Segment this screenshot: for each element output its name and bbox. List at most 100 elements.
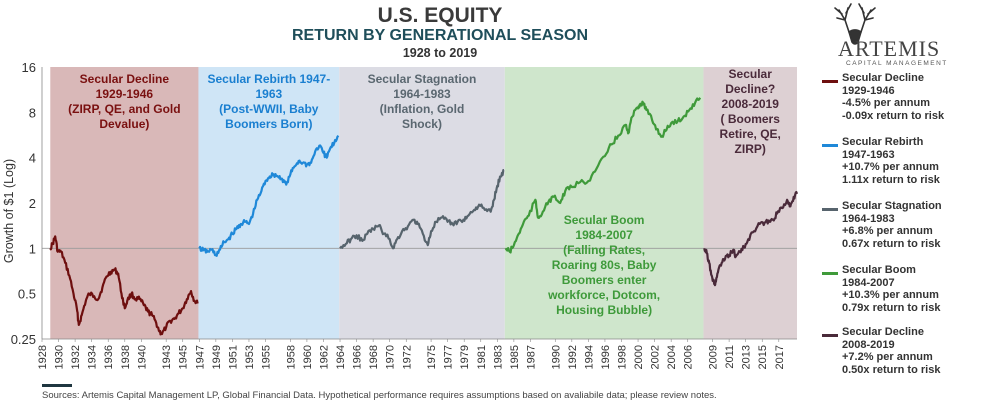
region-label-line: Secular Decline xyxy=(80,72,170,86)
region-label-line: 1964-1983 xyxy=(393,87,451,101)
legend-text-line: 0.50x return to risk xyxy=(842,363,941,376)
legend-text-line: 1984-2007 xyxy=(842,276,895,289)
legend-text: Secular Decline 2008-2019 +7.2% per annum 0… xyxy=(842,326,998,376)
legend-text-line: Secular Boom xyxy=(842,264,916,276)
region-label-line: 1929-1946 xyxy=(96,87,154,101)
region-label-line: (Falling Rates, xyxy=(563,243,645,257)
legend-text: Secular Boom 1984-2007 +10.3% per annum 0.7… xyxy=(842,264,998,314)
x-tick-label: 1975 xyxy=(426,345,438,369)
source-note: Sources: Artemis Capital Management LP, … xyxy=(42,390,717,401)
y-tick-label: 4 xyxy=(29,151,36,166)
x-tick-label: 1998 xyxy=(616,345,628,369)
region-label-line: (Inflation, Gold xyxy=(380,102,465,116)
logo-tagline: CAPITAL MANAGEMENT xyxy=(846,60,948,67)
chart-period: 1928 to 2019 xyxy=(402,46,478,60)
x-tick-label: 1936 xyxy=(103,345,115,369)
legend-text: Secular Stagnation 1964-1983 +6.8% per ann… xyxy=(842,200,998,250)
x-tick-label: 1977 xyxy=(443,345,455,369)
x-tick-label: 2013 xyxy=(741,345,753,369)
artemis-deer-logo-icon xyxy=(834,3,876,45)
x-tick-label: 1964 xyxy=(335,345,347,369)
legend-swatch xyxy=(822,334,838,337)
x-tick-label: 1953 xyxy=(244,345,256,369)
x-tick-label: 1938 xyxy=(120,345,132,369)
y-tick-label: 2 xyxy=(29,196,36,211)
x-tick-label: 2006 xyxy=(683,345,695,369)
chart-title: U.S. EQUITY xyxy=(377,4,503,27)
region-label-line: ( Boomers xyxy=(721,112,781,126)
region-band-4 xyxy=(504,67,704,339)
x-tick-label: 1930 xyxy=(54,345,66,369)
legend-entry-2: Secular Rebirth 1947-1963 +10.7% per annum… xyxy=(822,136,998,186)
x-tick-label: 2009 xyxy=(708,345,720,369)
region-label-line: Boomers Born) xyxy=(225,117,312,131)
legend-text-line: Secular Stagnation xyxy=(842,200,942,212)
equity-chart: 0.25 0.5 1 2 4 8 16 Growth of $1 (Log) 1928 1930 1… xyxy=(2,60,799,369)
region-label-line: workforce, Dotcom, xyxy=(547,288,660,302)
x-tick-label: 1992 xyxy=(567,345,579,369)
x-tick-label: 1972 xyxy=(401,345,413,369)
x-tick-label: 2000 xyxy=(633,345,645,369)
y-tick-label: 0.25 xyxy=(11,332,36,347)
logo-name: ARTEMIS xyxy=(838,36,941,61)
legend-text-line: Secular Rebirth xyxy=(842,136,924,148)
region-label-line: Roaring 80s, Baby xyxy=(552,258,657,272)
legend-entry-3: Secular Stagnation 1964-1983 +6.8% per ann… xyxy=(822,200,998,250)
x-tick-label: 1979 xyxy=(459,345,471,369)
x-tick-label: 1951 xyxy=(227,345,239,369)
x-tick-label: 1990 xyxy=(550,345,562,369)
region-label-line: Secular Rebirth 1947- xyxy=(207,72,330,86)
legend-text-line: 1929-1946 xyxy=(842,84,895,97)
region-label-line: 1984-2007 xyxy=(575,228,633,242)
series-line-5 xyxy=(703,190,799,287)
legend-text-line: -0.09x return to risk xyxy=(842,109,945,122)
region-label-line: (Post-WWII, Baby xyxy=(219,102,319,116)
legend-text-line: Secular Decline xyxy=(842,326,924,338)
x-tick-label: 1966 xyxy=(352,345,364,369)
legend-text-line: +10.3% per annum xyxy=(842,289,939,302)
legend-text-line: +6.8% per annum xyxy=(842,225,933,238)
x-tick-label: 1968 xyxy=(368,345,380,369)
x-tick-label: 1987 xyxy=(525,345,537,369)
legend-text-line: 1964-1983 xyxy=(842,212,895,225)
x-tick-label: 2004 xyxy=(666,345,678,369)
x-tick-label: 1928 xyxy=(37,345,49,369)
legend-swatch xyxy=(822,272,838,275)
legend-text-line: +10.7% per annum xyxy=(842,161,939,174)
series-line-4 xyxy=(504,97,702,254)
x-tick-label: 1996 xyxy=(600,345,612,369)
y-tick-label: 8 xyxy=(29,105,36,120)
x-tick-label: 2017 xyxy=(774,345,786,369)
region-label-line: Secular Stagnation xyxy=(368,72,477,86)
legend-entry-4: Secular Boom 1984-2007 +10.3% per annum 0.7… xyxy=(822,264,998,314)
region-label-line: Retire, QE, xyxy=(720,127,781,141)
x-tick-label: 1955 xyxy=(261,345,273,369)
x-tick-label: 1962 xyxy=(318,345,330,369)
region-band-1 xyxy=(50,67,199,339)
x-tick-label: 1970 xyxy=(385,345,397,369)
region-label-line: (ZIRP, QE, and Gold xyxy=(68,102,180,116)
y-axis-title: Growth of $1 (Log) xyxy=(2,159,16,263)
region-label-line: Shock) xyxy=(402,117,442,131)
legend-text-line: 2008-2019 xyxy=(842,338,895,351)
x-tick-label: 2015 xyxy=(757,345,769,369)
legend-text: Secular Rebirth 1947-1963 +10.7% per annum… xyxy=(842,136,998,186)
x-tick-label: 1949 xyxy=(211,345,223,369)
legend-swatch xyxy=(822,144,838,147)
x-tick-label: 1934 xyxy=(87,345,99,369)
source-accent-bar xyxy=(42,384,72,387)
x-tick-label: 1960 xyxy=(302,345,314,369)
legend-text-line: 0.79x return to risk xyxy=(842,301,941,314)
region-label-line: Secular Boom xyxy=(564,213,645,227)
region-label-line: Devalue) xyxy=(99,117,149,131)
region-label-line: Decline? xyxy=(725,82,775,96)
legend-swatch xyxy=(822,208,838,211)
region-label-line: Boomers enter xyxy=(562,273,647,287)
y-tick-label: 0.5 xyxy=(18,287,36,302)
region-band-3 xyxy=(339,67,505,339)
region-label-line: ZIRP) xyxy=(735,142,766,156)
region-label-line: 2008-2019 xyxy=(722,97,780,111)
legend-text-line: 0.67x return to risk xyxy=(842,237,941,250)
x-tick-label: 1947 xyxy=(194,345,206,369)
legend-text-line: Secular Decline xyxy=(842,72,924,84)
